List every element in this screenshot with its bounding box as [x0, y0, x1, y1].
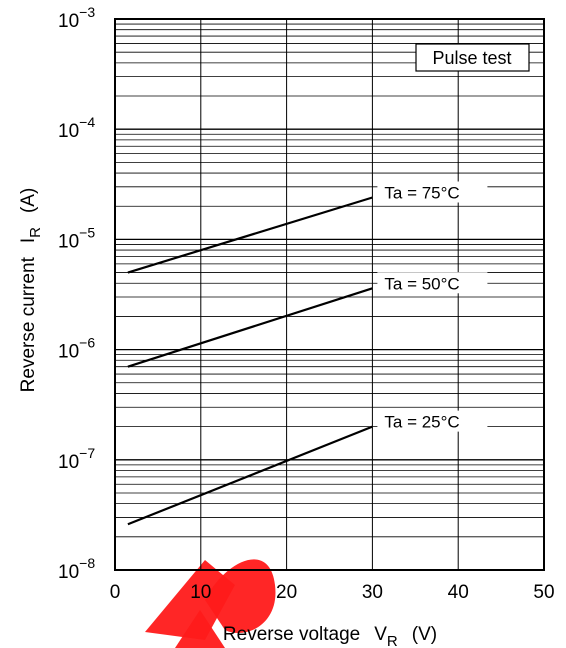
- y-tick-label: 10−8: [58, 555, 95, 583]
- x-axis-symbol: V: [374, 624, 387, 645]
- annotation-text: Pulse test: [432, 48, 511, 68]
- y-tick-label: 10−5: [58, 224, 95, 252]
- y-tick-label: 10−3: [58, 4, 95, 32]
- y-tick-label: 10−6: [58, 335, 95, 363]
- y-axis-symbol: I: [18, 238, 39, 243]
- plot-grid: [115, 19, 544, 571]
- series-label-bg: [377, 181, 488, 203]
- plot-frame: [114, 18, 545, 571]
- series-layer: Ta = 75°C Ta = 50°C Ta = 25°C: [127, 181, 488, 526]
- y-tick-label: 10−7: [58, 445, 95, 473]
- watermark: [145, 559, 276, 648]
- x-tick-label: 50: [533, 582, 554, 603]
- series-line: [127, 196, 373, 274]
- x-tick-label: 10: [190, 582, 211, 603]
- series-label: Ta = 50°C: [384, 274, 459, 293]
- x-axis-label: Reverse voltage: [223, 624, 360, 645]
- x-tick-label: 0: [110, 582, 121, 603]
- series-line: [127, 425, 373, 526]
- series-label: Ta = 75°C: [384, 184, 459, 203]
- series-label: Ta = 25°C: [384, 413, 459, 432]
- y-axis-title: Reverse current IR (A): [18, 188, 44, 393]
- x-axis-unit: (V): [412, 624, 437, 645]
- series-line: [127, 287, 373, 368]
- x-axis-title: Reverse voltage VR (V): [223, 624, 437, 648]
- y-tick-labels: 10−8 10−7 10−6 10−5 10−4 10−3: [58, 4, 95, 583]
- x-tick-label: 20: [276, 582, 297, 603]
- y-axis-subscript: R: [27, 227, 44, 238]
- y-tick-label: 10−4: [58, 114, 95, 142]
- y-axis-label: Reverse current: [18, 256, 39, 392]
- pulse-test-annotation: Pulse test: [415, 43, 530, 72]
- series-label-bg: [377, 272, 488, 294]
- x-tick-labels: 0 10 20 30 40 50: [110, 582, 555, 603]
- x-tick-label: 40: [448, 582, 469, 603]
- x-axis-subscript: R: [387, 633, 398, 648]
- annotation-box: [415, 43, 530, 72]
- y-axis-unit: (A): [18, 188, 39, 213]
- x-tick-label: 30: [362, 582, 383, 603]
- series-label-bg: [377, 410, 488, 432]
